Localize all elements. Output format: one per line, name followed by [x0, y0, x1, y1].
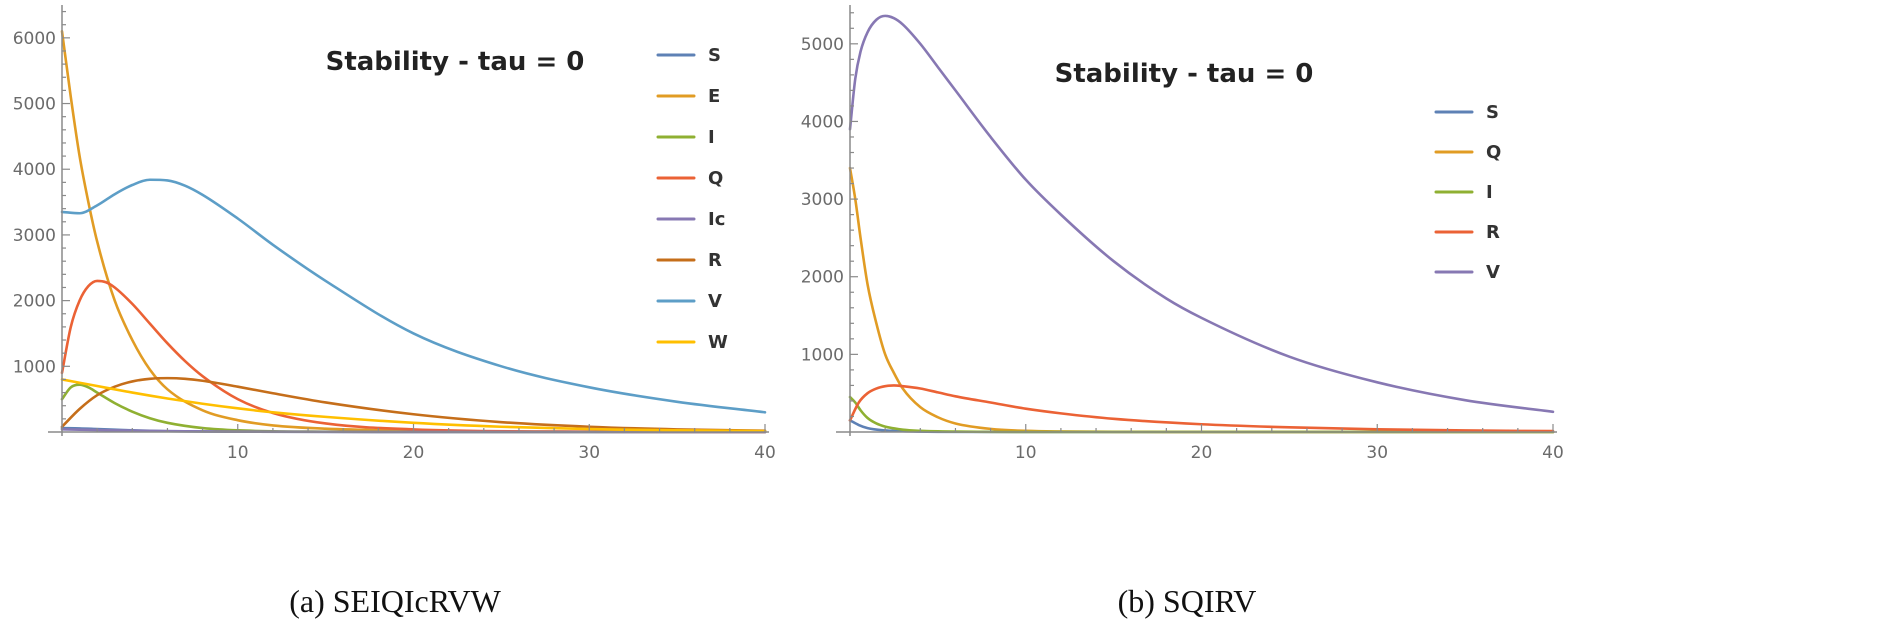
chart-panel-a: Stability - tau = 0 10 20 30 40 1000 2000 3000… [13, 5, 776, 619]
y-tick-label-b-2000: 2000 [801, 268, 844, 288]
chart-a-caption: (a) SEIQIcRVW [289, 583, 501, 619]
legend-label-a-i-2: I [708, 127, 715, 148]
legend-label-a-r-5: R [708, 250, 722, 271]
chart-a-series [60, 29, 767, 434]
legend-label-b-s-0: S [1486, 102, 1499, 123]
legend-label-a-v-6: V [708, 291, 722, 312]
x-tick-label-b-40: 40 [1542, 443, 1564, 463]
chart-b-title: Stability - tau = 0 [1055, 59, 1314, 89]
y-tick-label-b-1000: 1000 [801, 345, 844, 365]
legend-label-b-v-4: V [1486, 262, 1500, 283]
legend-label-a-ic-4: Ic [708, 209, 725, 230]
y-tick-label-a-2000: 2000 [13, 292, 56, 312]
x-tick-label-b-10: 10 [1015, 443, 1037, 463]
chart-panel-b: Stability - tau = 0 10 20 30 40 1000 2000 3000… [801, 5, 1564, 619]
x-tick-label-b-20: 20 [1191, 443, 1213, 463]
y-tick-label-a-1000: 1000 [13, 357, 56, 377]
chart-a-axes: 10 20 30 40 1000 2000 3000 4000 5000 6000 [13, 5, 776, 463]
y-tick-label-a-6000: 6000 [13, 29, 56, 49]
series-line-a-r-5 [60, 376, 767, 432]
series-line-a-w-7 [60, 378, 767, 433]
y-tick-label-a-5000: 5000 [13, 95, 56, 115]
legend-label-b-q-1: Q [1486, 142, 1501, 163]
series-line-b-q-1 [848, 166, 1555, 434]
x-tick-label-a-30: 30 [578, 443, 600, 463]
legend-label-a-e-1: E [708, 86, 720, 107]
series-line-a-v-6 [60, 178, 767, 414]
x-tick-label-b-30: 30 [1366, 443, 1388, 463]
chart-a-title: Stability - tau = 0 [326, 47, 585, 77]
chart-b-caption: (b) SQIRV [1118, 583, 1257, 619]
series-line-b-r-3 [848, 384, 1555, 433]
legend-label-b-i-2: I [1486, 182, 1493, 203]
y-tick-label-a-3000: 3000 [13, 226, 56, 246]
legend-label-a-s-0: S [708, 45, 721, 66]
y-tick-label-b-3000: 3000 [801, 190, 844, 210]
chart-b-axes: 10 20 30 40 1000 2000 3000 4000 5000 [801, 5, 1564, 463]
legend-label-a-w-7: W [708, 332, 728, 353]
x-tick-label-a-10: 10 [227, 443, 249, 463]
legend-label-a-q-3: Q [708, 168, 723, 189]
chart-b-legend: SQIRV [1434, 102, 1501, 283]
y-tick-label-b-4000: 4000 [801, 112, 844, 132]
chart-a-legend: SEIQ Ic RVW [656, 45, 728, 353]
y-tick-label-a-4000: 4000 [13, 160, 56, 180]
x-tick-label-a-40: 40 [754, 443, 776, 463]
x-tick-label-a-20: 20 [403, 443, 425, 463]
y-tick-label-b-5000: 5000 [801, 35, 844, 55]
series-line-b-v-4 [848, 14, 1555, 414]
series-line-a-e-1 [60, 29, 767, 434]
legend-label-b-r-3: R [1486, 222, 1500, 243]
series-line-a-q-3 [60, 279, 767, 434]
